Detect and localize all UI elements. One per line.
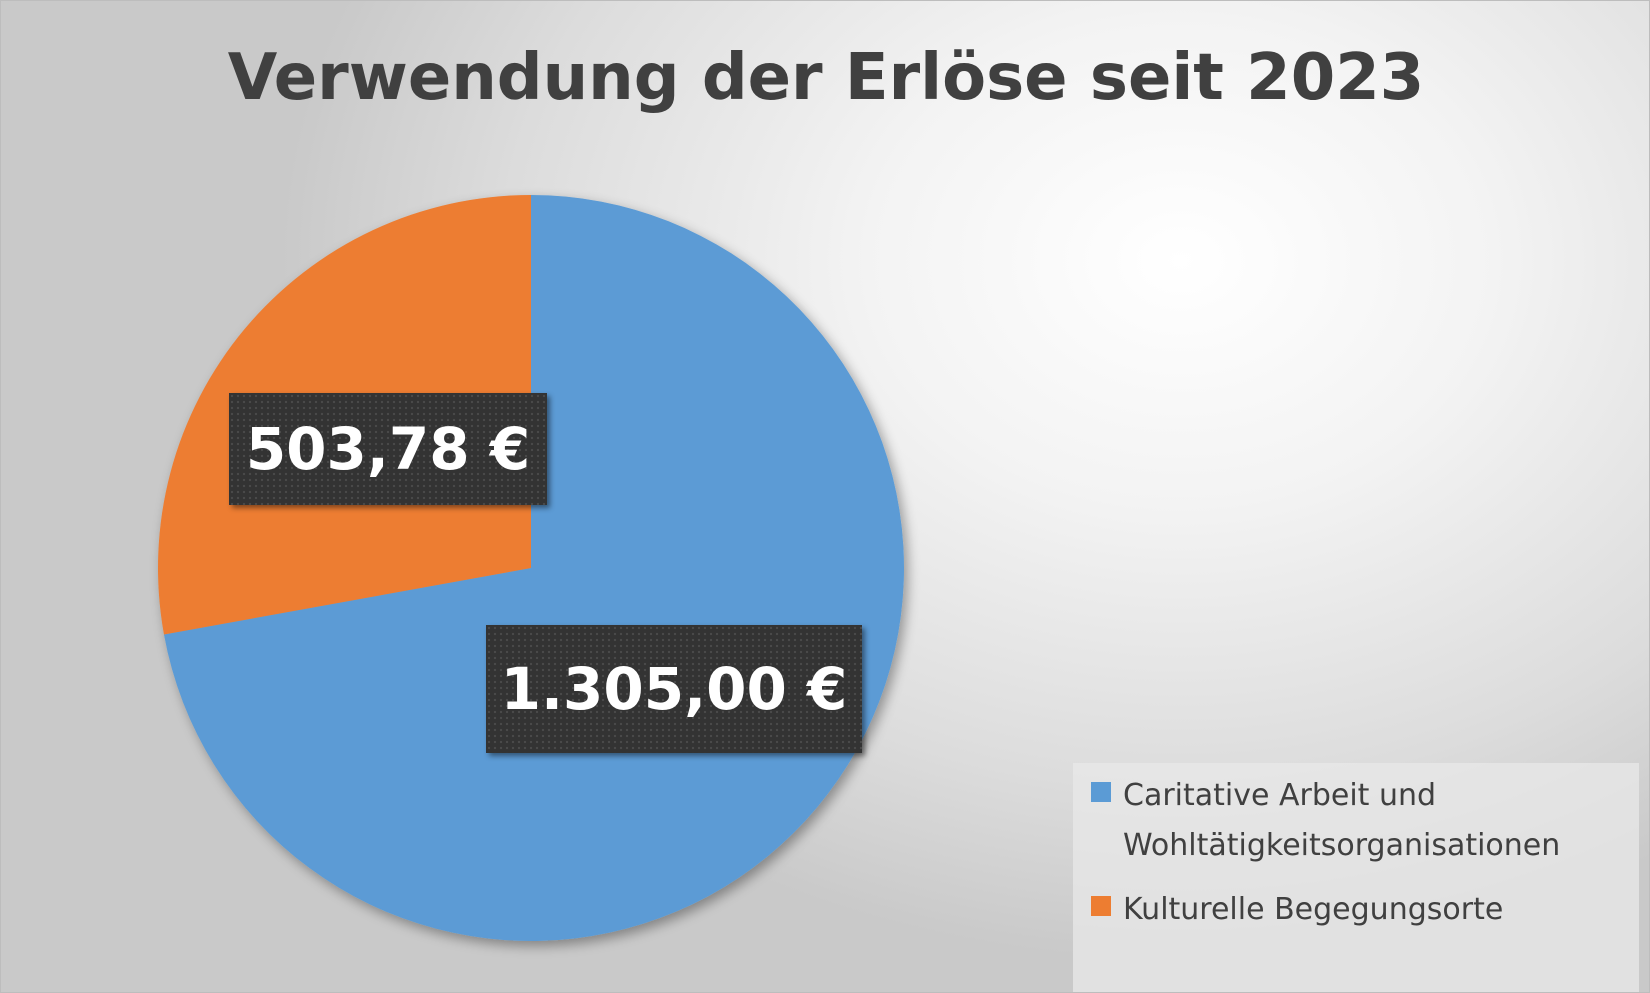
legend: Caritative Arbeit und Wohltätigkeitsorga… (1073, 763, 1639, 992)
chart-title: Verwendung der Erlöse seit 2023 (227, 41, 1425, 115)
legend-item-kulturelle-begegungsorte: Kulturelle Begegungsorte (1091, 885, 1623, 935)
legend-swatch-blue (1091, 782, 1111, 802)
data-label-kulturelle-begegungsorte: 503,78 € (229, 393, 547, 505)
legend-swatch-orange (1091, 896, 1111, 916)
pie-slice-0 (163, 195, 905, 941)
legend-label: Caritative Arbeit und Wohltätigkeitsorga… (1123, 778, 1561, 863)
legend-item-caritative-arbeit: Caritative Arbeit und Wohltätigkeitsorga… (1091, 771, 1623, 871)
data-label-caritative-arbeit: 1.305,00 € (486, 625, 862, 753)
legend-label: Kulturelle Begegungsorte (1123, 892, 1504, 927)
